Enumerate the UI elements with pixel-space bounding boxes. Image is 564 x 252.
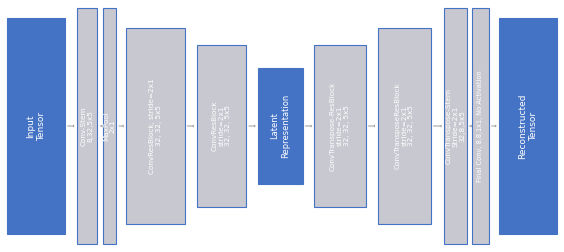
Text: Input
Tensor: Input Tensor [26, 111, 46, 141]
Text: MaxPool
2x1: MaxPool 2x1 [103, 111, 116, 141]
FancyBboxPatch shape [126, 28, 184, 224]
Text: Reconstructed
Tensor: Reconstructed Tensor [518, 93, 538, 159]
FancyBboxPatch shape [315, 45, 365, 207]
FancyBboxPatch shape [378, 28, 431, 224]
Text: ConvResBlock, stride=2x1
32, 32, 5x5: ConvResBlock, stride=2x1 32, 32, 5x5 [149, 78, 162, 174]
FancyBboxPatch shape [7, 18, 65, 234]
Text: ConvTranspose-Stem
Stride=2x1
32,8,5x5: ConvTranspose-Stem Stride=2x1 32,8,5x5 [446, 88, 465, 164]
FancyBboxPatch shape [77, 8, 98, 244]
Text: ConvResBlock
stride=2x1
32, 32, 5x5: ConvResBlock stride=2x1 32, 32, 5x5 [212, 101, 231, 151]
FancyBboxPatch shape [258, 68, 302, 184]
Text: Conv-Stem
8,32,5x5: Conv-Stem 8,32,5x5 [81, 106, 94, 146]
FancyBboxPatch shape [472, 8, 489, 244]
Text: ConvTransposeResBlock
stride=2x1
32, 32, 5x5: ConvTransposeResBlock stride=2x1 32, 32,… [394, 83, 414, 169]
FancyBboxPatch shape [444, 8, 466, 244]
FancyBboxPatch shape [103, 8, 116, 244]
Text: Final Conv, 8,8,1x1, No Activation: Final Conv, 8,8,1x1, No Activation [477, 70, 483, 182]
Text: Latent
Representation: Latent Representation [271, 94, 290, 158]
FancyBboxPatch shape [196, 45, 246, 207]
FancyBboxPatch shape [499, 18, 557, 234]
Text: ConvTranspose-ResBlock
stride=2x1
32, 32, 5x5: ConvTranspose-ResBlock stride=2x1 32, 32… [330, 81, 350, 171]
